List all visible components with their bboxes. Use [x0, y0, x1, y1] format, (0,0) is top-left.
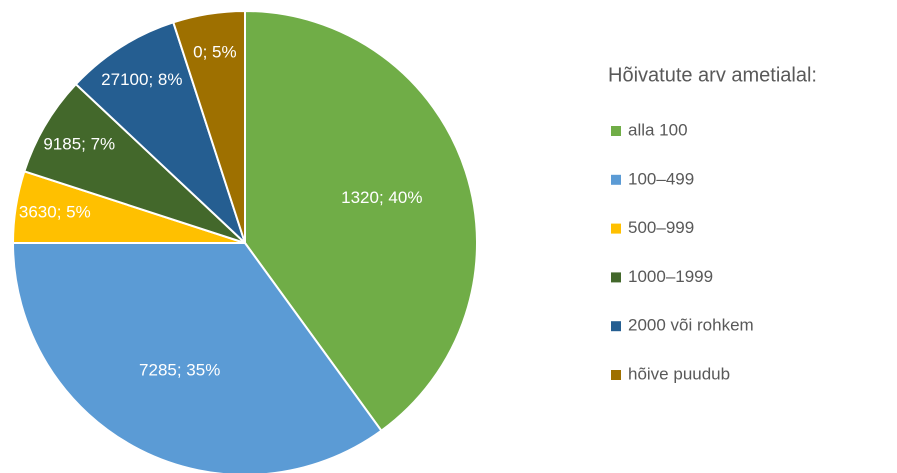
legend-label: 2000 või rohkem [628, 316, 754, 335]
legend-label: hõive puudub [628, 364, 730, 383]
legend-swatch [611, 272, 621, 283]
data-label: 9185; 7% [43, 134, 115, 153]
legend-swatch [611, 370, 621, 380]
data-label: 7285; 35% [139, 361, 220, 380]
legend-label: 500–999 [628, 218, 694, 237]
data-label: 27100; 8% [101, 70, 182, 89]
legend-label: 1000–1999 [628, 267, 713, 286]
legend-swatch [611, 126, 621, 136]
legend-title: Hõivatute arv ametialal: [608, 64, 817, 86]
pie-slice [74, 21, 246, 244]
legend-label: alla 100 [628, 120, 688, 139]
legend-swatch [611, 321, 621, 332]
data-label: 3630; 5% [19, 202, 91, 221]
pie-slice [244, 9, 478, 433]
data-label: 0; 5% [193, 42, 236, 61]
pie-slice [23, 82, 246, 244]
legend-swatch [611, 174, 621, 185]
legend-label: 100–499 [628, 169, 694, 188]
legend-swatch [611, 223, 621, 234]
data-label: 1320; 40% [341, 188, 422, 207]
pie-slice [172, 9, 246, 244]
pie-slice [11, 242, 383, 473]
